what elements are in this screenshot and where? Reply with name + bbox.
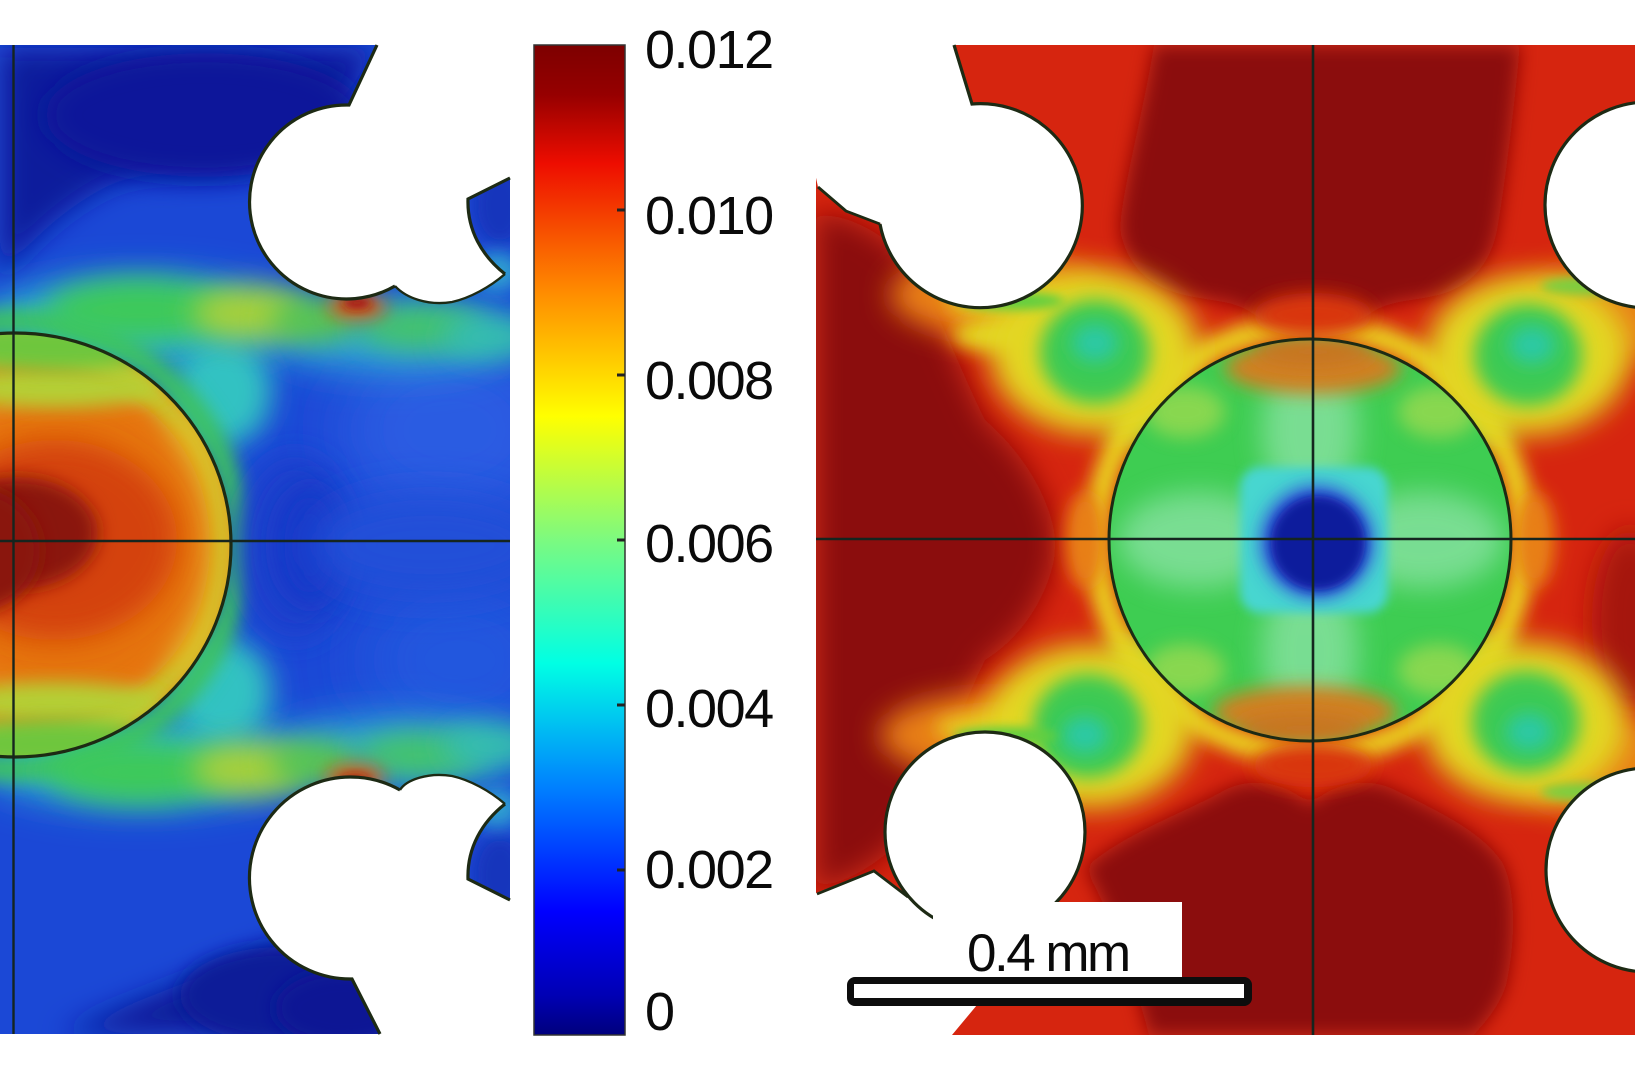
- svg-text:0.012: 0.012: [645, 20, 773, 80]
- svg-text:0.008: 0.008: [645, 351, 773, 411]
- svg-text:0.006: 0.006: [645, 514, 773, 574]
- svg-text:0: 0: [645, 982, 674, 1042]
- svg-text:0.4 mm: 0.4 mm: [967, 924, 1129, 983]
- svg-text:0.002: 0.002: [645, 840, 773, 900]
- svg-text:0.004: 0.004: [645, 679, 773, 739]
- svg-text:0.010: 0.010: [645, 186, 773, 246]
